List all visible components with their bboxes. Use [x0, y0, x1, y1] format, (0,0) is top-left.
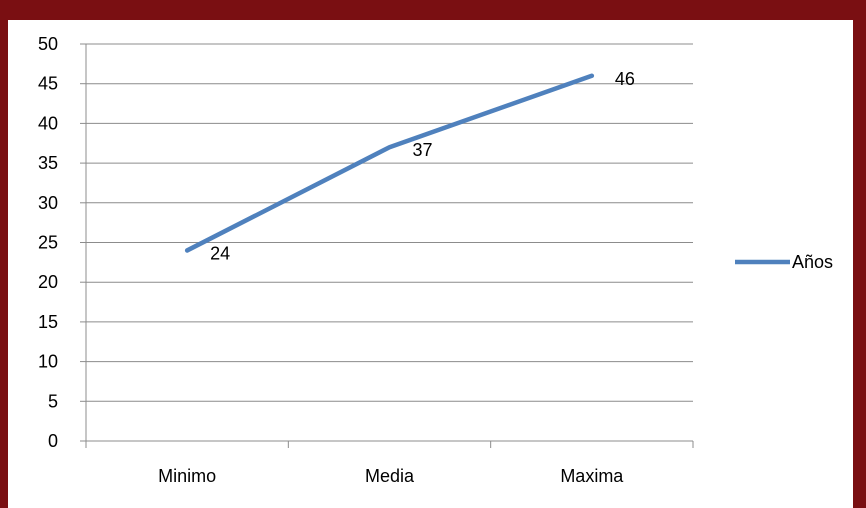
x-tick-label: Minimo — [158, 466, 216, 486]
y-tick-label: 35 — [38, 153, 58, 173]
x-tick-label: Maxima — [560, 466, 624, 486]
series-group — [184, 73, 595, 253]
data-label: 24 — [210, 243, 230, 263]
x-tick-label: Media — [365, 466, 415, 486]
y-axis-tick-labels: 0 5 10 15 20 25 30 35 40 45 50 — [38, 34, 58, 451]
y-tick-label: 25 — [38, 233, 58, 253]
chart-area — [8, 20, 853, 508]
legend: Años — [735, 252, 833, 272]
y-tick-label: 0 — [48, 431, 58, 451]
data-label: 37 — [413, 140, 433, 160]
data-label: 46 — [615, 69, 635, 89]
y-tick-label: 30 — [38, 193, 58, 213]
y-tick-label: 15 — [38, 312, 58, 332]
gridlines — [86, 43, 693, 402]
y-tick-label: 5 — [48, 391, 58, 411]
y-tick-label: 45 — [38, 74, 58, 94]
legend-label: Años — [792, 252, 833, 272]
y-tick-label: 50 — [38, 34, 58, 54]
y-tick-label: 40 — [38, 113, 58, 133]
y-tick-label: 20 — [38, 272, 58, 292]
y-tick-label: 10 — [38, 352, 58, 372]
data-labels: 24 37 46 — [210, 69, 635, 264]
axes — [80, 43, 694, 448]
x-axis-tick-labels: Minimo Media Maxima — [158, 466, 624, 486]
